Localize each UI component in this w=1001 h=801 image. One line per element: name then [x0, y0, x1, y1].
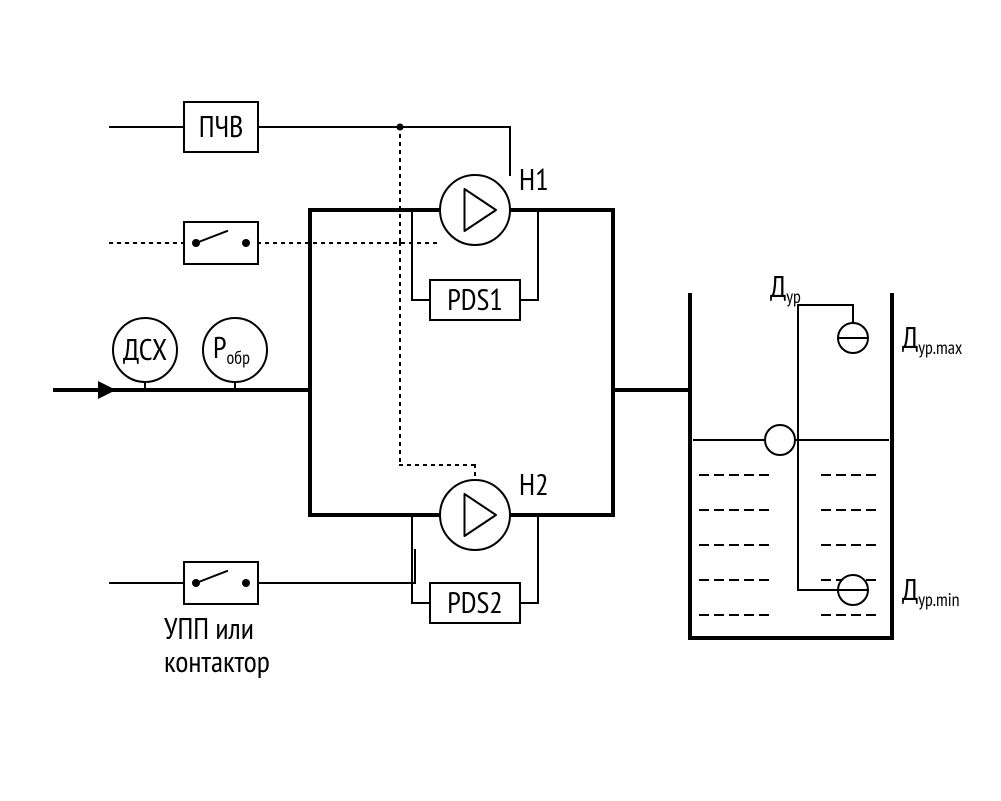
svg-text:Н1: Н1: [519, 160, 549, 199]
svg-text:PDS1: PDS1: [447, 280, 503, 319]
svg-text:PDS2: PDS2: [447, 583, 503, 622]
svg-text:контактор: контактор: [164, 642, 270, 681]
svg-text:Дур.max: Дур.max: [902, 318, 963, 359]
svg-text:ПЧВ: ПЧВ: [199, 107, 244, 146]
svg-text:ДСХ: ДСХ: [123, 330, 167, 369]
svg-text:Н2: Н2: [519, 465, 549, 504]
svg-text:Дур.min: Дур.min: [902, 570, 960, 611]
svg-text:Дур: Дур: [770, 267, 801, 308]
